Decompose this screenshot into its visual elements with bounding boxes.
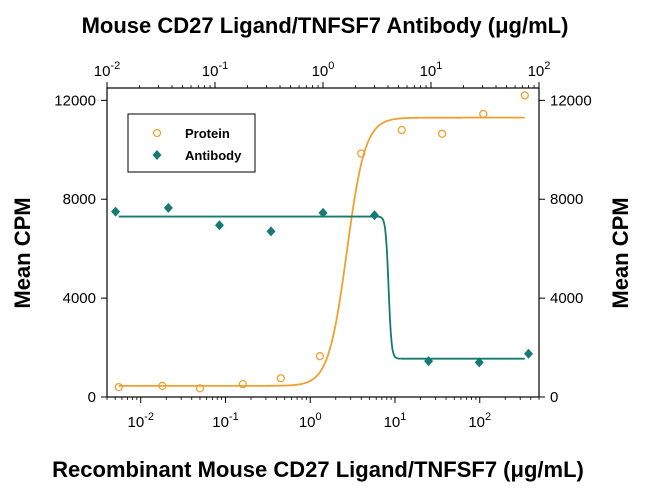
x-tick-label-top: 101 — [420, 60, 443, 80]
protein-data-point — [397, 125, 406, 135]
x-tick-label-top: 10-1 — [202, 60, 228, 80]
protein-data-point — [195, 384, 205, 393]
antibody-data-point — [111, 206, 121, 217]
protein-fit-curve — [118, 116, 525, 387]
axis-ticks: 0 0 4000 4000 8000 8000 12000 12000 10-2 10-1 100 1… — [54, 60, 591, 431]
x-tick-label-bottom: 102 — [468, 411, 491, 431]
fit-curves — [118, 116, 525, 387]
x-tick-label-bottom: 100 — [299, 411, 322, 431]
protein-data-point — [158, 381, 167, 391]
y-tick-label-right: 12000 — [550, 92, 592, 109]
legend-protein-marker — [152, 128, 162, 138]
antibody-data-point — [524, 348, 534, 359]
y-tick-label-left: 8000 — [63, 191, 96, 208]
y-tick-label-right: 4000 — [550, 290, 583, 307]
y-tick-label-left: 4000 — [63, 290, 96, 307]
x-tick-label-bottom: 10-1 — [212, 411, 238, 431]
antibody-data-point — [370, 210, 380, 221]
x-tick-label-bottom: 10-2 — [127, 411, 153, 431]
protein-data-point — [276, 374, 286, 383]
antibody-data-point — [318, 207, 328, 218]
y-tick-label-left: 0 — [88, 389, 96, 406]
y-tick-label-right: 0 — [550, 389, 558, 406]
x-tick-label-top: 10-2 — [94, 60, 120, 80]
legend-box — [127, 113, 256, 173]
chart-title-top: Mouse CD27 Ligand/TNFSF7 Antibody (μg/mL… — [82, 13, 569, 38]
x-tick-label-top: 102 — [528, 60, 551, 80]
protein-data-point — [238, 379, 247, 389]
antibody-data-point — [266, 226, 276, 237]
protein-data-point — [315, 352, 325, 361]
antibody-fit-curve — [118, 215, 525, 360]
y-tick-label-right: 8000 — [550, 191, 583, 208]
legend-antibody-marker — [152, 150, 162, 160]
x-tick-label-top: 100 — [312, 60, 335, 80]
protein-data-point — [520, 91, 529, 100]
antibody-data-point — [214, 220, 224, 231]
protein-data-point — [114, 382, 123, 392]
antibody-data-point — [474, 357, 484, 368]
y-axis-label-left: Mean CPM — [10, 197, 35, 308]
protein-data-point — [479, 109, 488, 119]
legend: Protein Antibody — [127, 113, 256, 173]
antibody-data-point — [163, 202, 173, 213]
x-axis-label-bottom: Recombinant Mouse CD27 Ligand/TNFSF7 (μg… — [52, 457, 584, 482]
protein-data-point — [357, 149, 366, 158]
x-tick-label-bottom: 101 — [384, 411, 407, 431]
antibody-data-point — [424, 356, 434, 367]
data-points — [111, 91, 534, 393]
y-tick-label-left: 12000 — [54, 92, 96, 109]
legend-antibody-label: Antibody — [185, 148, 242, 163]
y-axis-label-right: Mean CPM — [608, 197, 633, 308]
legend-protein-label: Protein — [185, 126, 230, 141]
protein-data-point — [438, 129, 447, 138]
